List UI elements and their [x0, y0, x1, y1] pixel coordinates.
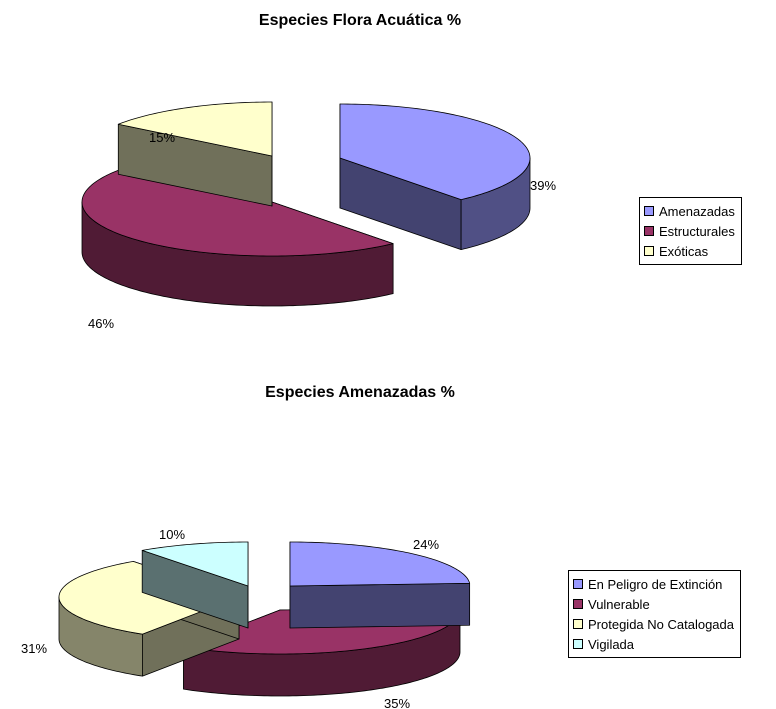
- slice-percent-label: 15%: [149, 130, 175, 145]
- legend-label: Vigilada: [588, 636, 635, 652]
- chart-flora-acuatica: Especies Flora Acuática % 39% 46% 15% Amen…: [81, 12, 742, 331]
- slice-top-face: [81, 169, 394, 257]
- chart-title: Especies Flora Acuática %: [258, 12, 462, 29]
- slice-percent-label: 31%: [21, 641, 47, 656]
- pie-slice: [141, 541, 249, 629]
- pie-plot: 39% 46% 15%: [81, 101, 556, 331]
- slice-percent-label: 39%: [530, 178, 556, 193]
- legend-swatch: [644, 206, 654, 216]
- legend-item: En Peligro de Extinción: [573, 574, 734, 594]
- legend: Amenazadas Estructurales Exóticas: [639, 197, 742, 265]
- legend-label: Vulnerable: [588, 596, 650, 612]
- legend: En Peligro de Extinción Vulnerable Prote…: [568, 570, 741, 658]
- slice-top-face: [58, 561, 240, 635]
- legend-item: Amenazadas: [644, 201, 735, 221]
- slice-top-face: [339, 103, 531, 201]
- slice-percent-label: 10%: [159, 527, 185, 542]
- pie-slice: [339, 103, 531, 251]
- pie-slice: [81, 169, 394, 307]
- legend-swatch: [644, 246, 654, 256]
- legend-swatch: [573, 619, 583, 629]
- legend-swatch: [573, 639, 583, 649]
- legend-label: Exóticas: [659, 243, 709, 259]
- slice-side-wall: [289, 582, 471, 629]
- legend-label: En Peligro de Extinción: [588, 576, 723, 592]
- slice-top-face: [141, 541, 249, 587]
- pie-slice: [289, 541, 471, 629]
- legend-item: Protegida No Catalogada: [573, 614, 734, 634]
- pie-slice: [117, 101, 273, 207]
- legend-item: Vigilada: [573, 634, 734, 654]
- pie-plot: 24% 35% 31% 10%: [21, 527, 471, 709]
- legend-item: Vulnerable: [573, 594, 734, 614]
- legend-label: Estructurales: [659, 223, 735, 239]
- legend-swatch: [644, 226, 654, 236]
- legend-label: Amenazadas: [659, 203, 735, 219]
- slice-percent-label: 46%: [88, 316, 114, 331]
- legend-label: Protegida No Catalogada: [588, 616, 734, 632]
- chart-title: Especies Amenazadas %: [265, 384, 455, 401]
- slice-top-face: [117, 101, 273, 157]
- slice-top-face: [289, 541, 471, 587]
- legend-item: Exóticas: [644, 241, 735, 261]
- legend-item: Estructurales: [644, 221, 735, 241]
- legend-swatch: [573, 579, 583, 589]
- chart-especies-amenazadas: Especies Amenazadas % 24% 35% 31% 10% En Pe…: [0, 355, 776, 709]
- slice-percent-label: 35%: [384, 696, 410, 709]
- legend-swatch: [573, 599, 583, 609]
- slice-percent-label: 24%: [413, 537, 439, 552]
